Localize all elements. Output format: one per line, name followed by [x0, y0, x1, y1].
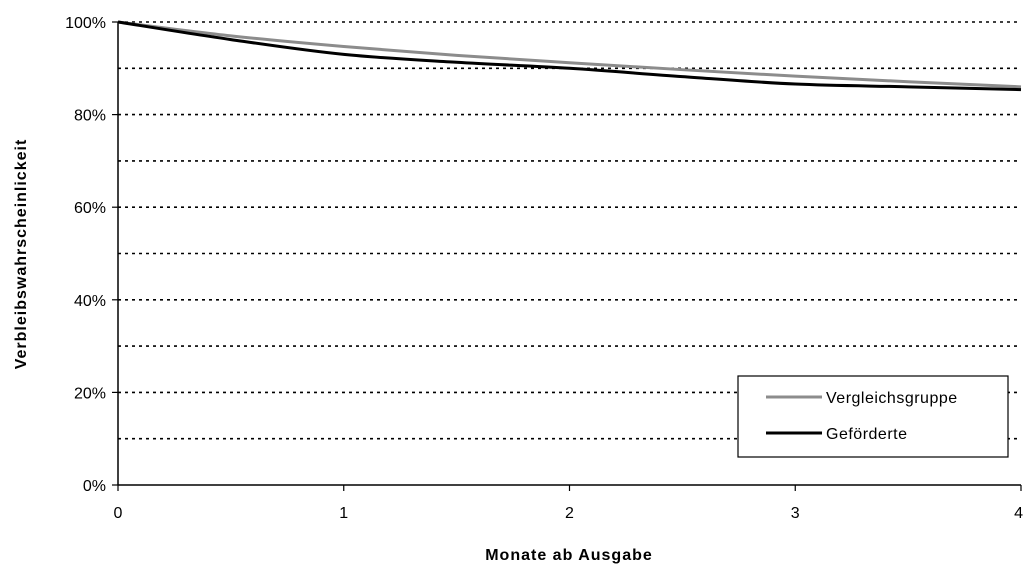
- series-line-0: [117, 20, 1022, 89]
- legend-label-gefoerderte: Geförderte: [826, 426, 907, 443]
- y-tick-label-0: 0%: [83, 478, 106, 495]
- x-ticks: 0 1 2 3 4: [114, 485, 1023, 522]
- x-tick-label-0: 0: [114, 505, 123, 522]
- y-tick-label-3: 60%: [74, 200, 106, 217]
- x-tick-label-4: 4: [1014, 505, 1023, 522]
- legend-label-vergleichsgruppe: Vergleichsgruppe: [826, 390, 958, 407]
- legend: Vergleichsgruppe Geförderte: [737, 375, 1009, 458]
- series-line-1: [117, 20, 1022, 92]
- y-tick-label-1: 20%: [74, 385, 106, 402]
- x-tick-label-2: 2: [565, 505, 574, 522]
- y-axis-title: Verbleibswahrscheinlickeit: [13, 139, 30, 370]
- legend-box: [737, 375, 1009, 458]
- series-lines: [117, 20, 1022, 92]
- y-tick-label-5: 100%: [65, 15, 106, 32]
- x-tick-label-3: 3: [791, 505, 800, 522]
- x-axis-title: Monate ab Ausgabe: [485, 547, 653, 564]
- x-tick-label-1: 1: [339, 505, 348, 522]
- y-tick-label-2: 40%: [74, 293, 106, 310]
- y-ticks: 0% 20% 40% 60% 80% 100%: [65, 15, 118, 495]
- y-tick-label-4: 80%: [74, 108, 106, 125]
